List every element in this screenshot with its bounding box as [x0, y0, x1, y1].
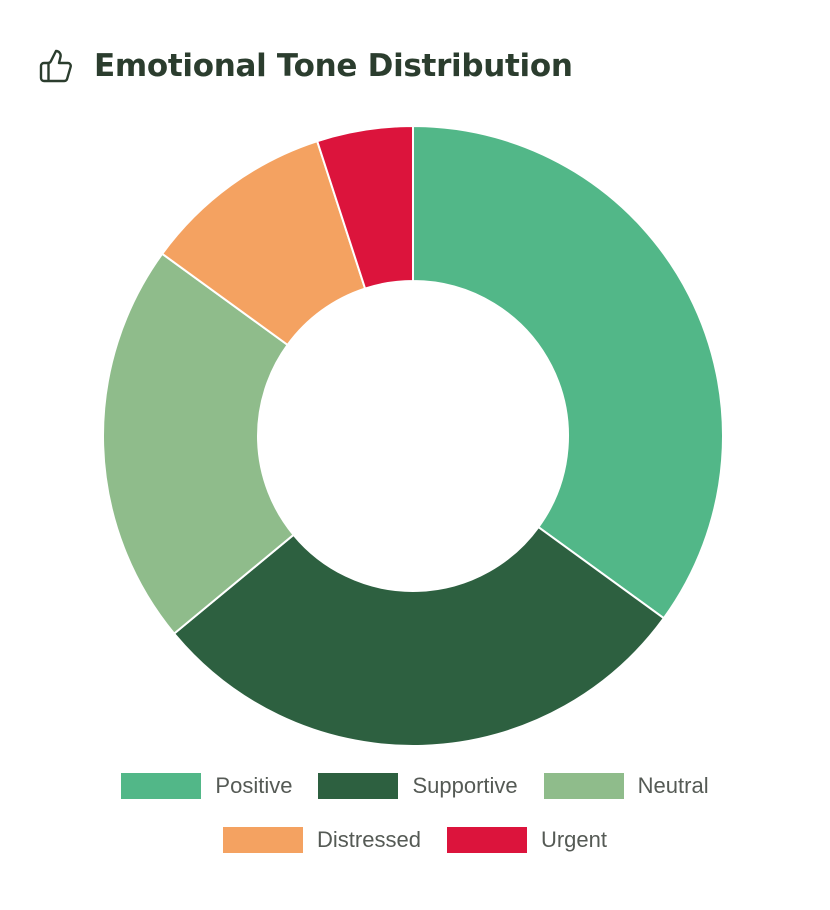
legend-item-supportive[interactable]: Supportive — [318, 773, 518, 799]
legend-row-2: Distressed Urgent — [0, 827, 830, 853]
legend-item-neutral[interactable]: Neutral — [543, 773, 709, 799]
legend-label: Supportive — [412, 773, 518, 798]
legend-item-positive[interactable]: Positive — [121, 773, 292, 799]
legend-item-distressed[interactable]: Distressed — [223, 827, 421, 853]
slice-neutral[interactable] — [102, 252, 295, 636]
legend-label: Urgent — [540, 827, 607, 852]
card-header: Emotional Tone Distribution — [38, 44, 573, 88]
legend-swatch — [121, 773, 202, 799]
legend-swatch — [446, 827, 527, 853]
slice-positive[interactable] — [412, 124, 724, 620]
legend-label: Positive — [215, 773, 293, 798]
chart-title: Emotional Tone Distribution — [94, 48, 573, 84]
legend-swatch — [543, 773, 624, 799]
thumbs-up-icon — [38, 48, 74, 84]
slice-urgent[interactable] — [315, 124, 414, 290]
doughnut-chart — [102, 124, 724, 747]
legend-swatch — [318, 773, 399, 799]
legend-swatch — [223, 827, 304, 853]
legend-row-1: Positive Supportive Neutral — [0, 773, 830, 799]
legend-label: Neutral — [637, 773, 709, 798]
legend-item-urgent[interactable]: Urgent — [446, 827, 607, 853]
legend-label: Distressed — [317, 827, 421, 852]
slice-supportive[interactable] — [172, 525, 666, 747]
